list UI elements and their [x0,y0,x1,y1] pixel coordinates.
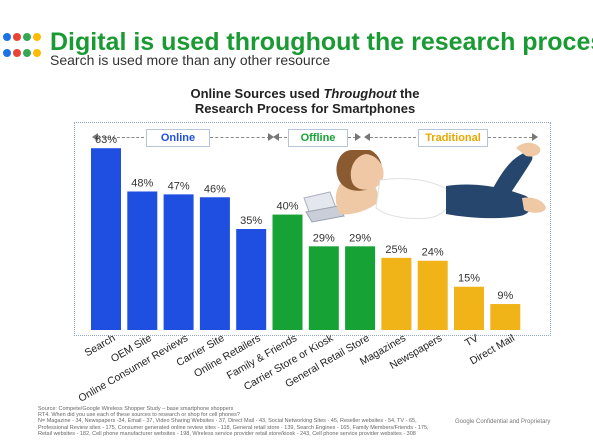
section-arrow-line [210,137,270,138]
bar-online-retailers [236,229,267,330]
footnote-question: RT4. When did you use each of these sour… [38,412,240,419]
arrow-right-icon [532,133,538,141]
logo-dots [3,30,43,60]
bar-online-consumer-reviews [163,194,194,330]
bar-carrier-store-or-kiosk [308,246,339,330]
section-arrow-line [98,137,144,138]
category-label: TV [463,332,481,349]
chart-title-emphasis: Throughout [323,86,397,101]
logo-dot [23,49,31,57]
logo-dot [33,33,41,41]
bar-oem-site [127,191,158,330]
bar-tv [454,286,484,330]
logo-dot [3,49,11,57]
chart-title: Online Sources used Throughout the Resea… [150,86,460,116]
value-label: 29% [313,232,335,244]
value-label: 35% [240,215,262,227]
footnote-base: N= Magazine - 34, Newspapers -34, Email … [38,418,429,437]
chart-title-line2: Research Process for Smartphones [194,101,416,116]
bar-general-retail-store [345,246,376,330]
section-label-offline: Offline [288,129,348,147]
value-label: 24% [422,247,444,259]
chart-title-part: the [396,86,420,101]
confidential-notice: Google Confidential and Proprietary [455,419,551,425]
value-label: 48% [131,177,153,189]
section-arrow-line [279,137,287,138]
page-subtitle: Search is used more than any other resou… [50,52,331,68]
bar-direct-mail [490,304,521,330]
bar-newspapers [417,260,448,330]
bar-carrier-site [199,197,230,330]
logo-dot [33,49,41,57]
value-label: 40% [276,201,298,213]
chart-title-part: Online Sources used [190,86,324,101]
value-label: 46% [204,183,226,195]
value-label: 15% [458,273,480,285]
value-label: 9% [497,290,513,302]
chart-frame [74,122,551,336]
arrow-right-icon [355,133,361,141]
source-footnote: Source: Compete/Google Wireless Shopper … [38,406,438,437]
section-label-traditional: Traditional [418,129,488,147]
arrow-left-icon [92,133,98,141]
value-label: 63% [95,134,117,146]
section-label-online: Online [146,129,210,147]
bar-search [91,148,121,330]
arrow-left-icon [273,133,279,141]
footnote-source: Source: Compete/Google Wireless Shopper … [38,406,234,412]
logo-dot [3,33,11,41]
value-label: 47% [168,180,190,192]
logo-dot [13,33,21,41]
section-arrow-line [488,137,532,138]
page-title: Digital is used throughout the research … [50,28,593,56]
value-label: 25% [385,244,407,256]
value-label: 29% [349,232,371,244]
bar-family-friends [272,214,303,330]
logo-dot [23,33,31,41]
section-arrow-line [348,137,356,138]
arrow-left-icon [364,133,370,141]
arrow-right-icon [268,133,274,141]
section-arrow-line [370,137,416,138]
logo-dot [13,49,21,57]
bar-magazines [381,257,412,330]
woman-laptop-illustration [303,142,546,223]
